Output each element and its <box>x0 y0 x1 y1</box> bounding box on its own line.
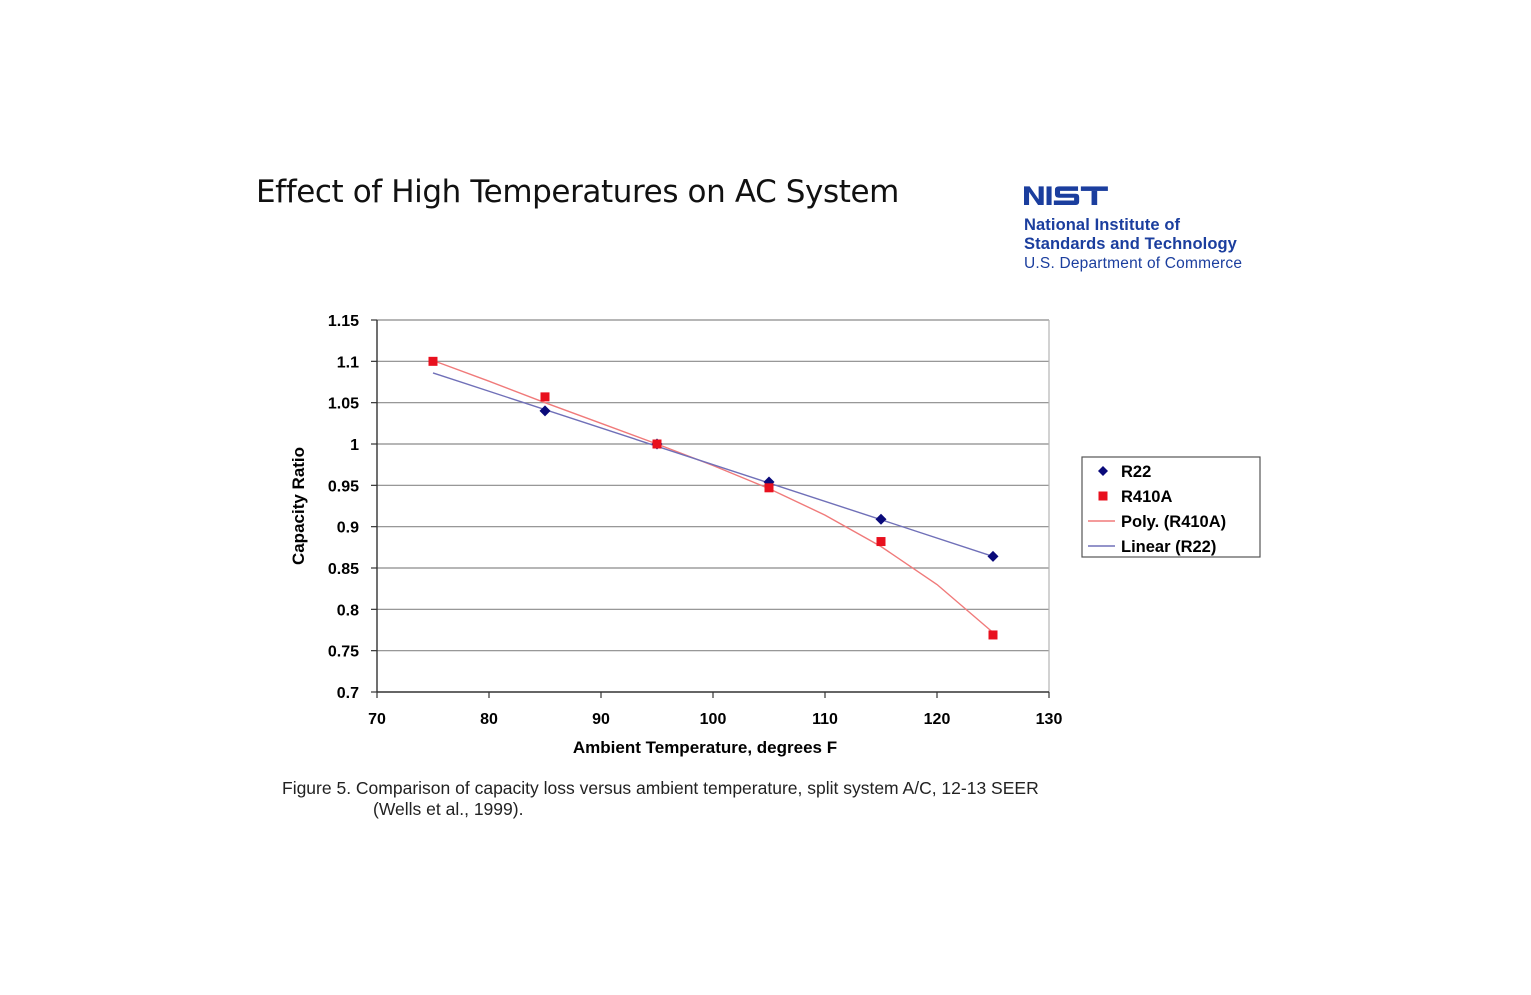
caption-line-2: (Wells et al., 1999). <box>373 799 524 819</box>
legend-label: Poly. (R410A) <box>1121 513 1226 531</box>
axes <box>371 319 1050 698</box>
x-tick-labels: 70 80 90 100 110 120 130 <box>368 711 1062 728</box>
y-tick-label: 0.95 <box>328 478 359 495</box>
legend-box <box>1081 456 1261 558</box>
r410a-point <box>876 537 886 547</box>
r410a-point <box>988 630 998 640</box>
r410a-point <box>540 392 550 402</box>
nist-line-2: Standards and Technology <box>1024 235 1237 253</box>
y-tick-label: 0.8 <box>337 602 359 619</box>
x-tick-label: 100 <box>700 711 727 728</box>
x-axis-label: Ambient Temperature, degrees F <box>573 738 837 757</box>
x-tick-label: 80 <box>480 711 498 728</box>
y-tick-label: 0.85 <box>328 561 359 578</box>
y-tick-label: 1.15 <box>328 313 359 330</box>
legend: R22 R410A Poly. (R410A) Linear (R22) <box>1081 456 1261 558</box>
nist-line-3: U.S. Department of Commerce <box>1024 255 1243 272</box>
nist-wordmark-icon <box>1024 186 1108 206</box>
y-tick-label: 1.05 <box>328 396 359 413</box>
legend-r22-symbol <box>1098 466 1108 476</box>
r22-point <box>987 550 999 562</box>
r410a-point <box>764 483 774 493</box>
trendlines <box>432 359 994 634</box>
data-markers <box>428 356 999 640</box>
legend-label: R22 <box>1121 463 1151 481</box>
y-tick-label: 1 <box>350 437 359 454</box>
legend-r410a-symbol <box>1098 491 1108 501</box>
r22-point <box>539 405 551 417</box>
x-tick-label: 70 <box>368 711 386 728</box>
figure-caption: Figure 5. Comparison of capacity loss ve… <box>282 778 1039 820</box>
poly-trendline-r410a <box>432 359 994 634</box>
x-tick-label: 90 <box>592 711 610 728</box>
gridlines <box>377 319 1050 692</box>
slide-title: Effect of High Temperatures on AC System <box>256 174 899 210</box>
x-tick-label: 130 <box>1036 711 1063 728</box>
legend-label: Linear (R22) <box>1121 538 1216 556</box>
y-tick-label: 1.1 <box>337 354 359 371</box>
y-axis-label: Capacity Ratio <box>289 447 308 565</box>
y-tick-labels: 0.7 0.75 0.8 0.85 0.9 0.95 1 1.05 1.1 1.15 <box>328 313 359 702</box>
x-tick-label: 120 <box>924 711 951 728</box>
linear-trendline-r22 <box>432 372 994 558</box>
y-tick-label: 0.9 <box>337 520 359 537</box>
r410a-point <box>428 356 438 366</box>
y-tick-label: 0.75 <box>328 644 359 661</box>
x-tick-label: 110 <box>812 711 838 728</box>
legend-label: R410A <box>1121 488 1172 506</box>
r410a-point <box>652 439 662 449</box>
r22-point <box>875 513 887 525</box>
nist-line-1: National Institute of <box>1024 216 1181 234</box>
y-tick-label: 0.7 <box>337 685 359 702</box>
caption-line-1: Figure 5. Comparison of capacity loss ve… <box>282 778 1039 798</box>
